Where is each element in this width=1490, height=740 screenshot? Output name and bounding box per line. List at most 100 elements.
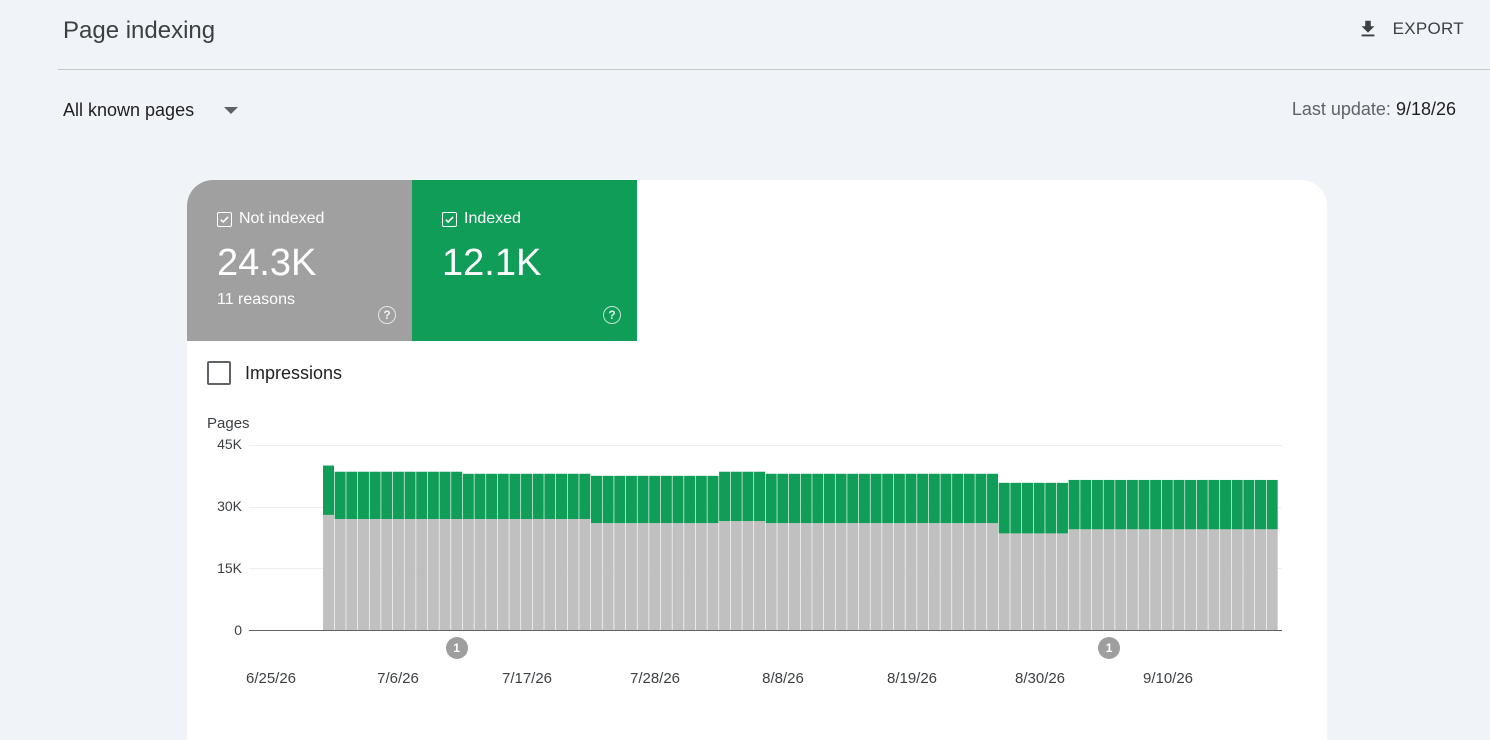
bar-indexed[interactable]	[1045, 482, 1057, 534]
bar-not-indexed[interactable]	[940, 523, 952, 630]
bar-not-indexed[interactable]	[1243, 529, 1255, 630]
bar-indexed[interactable]	[1161, 479, 1173, 530]
bar-indexed[interactable]	[952, 473, 964, 524]
bar-indexed[interactable]	[707, 475, 719, 524]
bar-indexed[interactable]	[649, 475, 661, 524]
bar-not-indexed[interactable]	[975, 523, 987, 630]
bar-not-indexed[interactable]	[917, 523, 929, 630]
help-icon[interactable]: ?	[378, 306, 396, 324]
bar-indexed[interactable]	[998, 482, 1010, 534]
bar-not-indexed[interactable]	[462, 519, 474, 630]
bar-indexed[interactable]	[1138, 479, 1150, 530]
bar-not-indexed[interactable]	[474, 519, 486, 630]
bar-indexed[interactable]	[474, 473, 486, 519]
bar-indexed[interactable]	[1126, 479, 1138, 530]
bar-not-indexed[interactable]	[416, 519, 428, 630]
bar-indexed[interactable]	[486, 473, 498, 519]
bar-not-indexed[interactable]	[439, 519, 451, 630]
bar-indexed[interactable]	[567, 473, 579, 519]
bar-indexed[interactable]	[357, 471, 369, 519]
bar-not-indexed[interactable]	[1022, 533, 1033, 630]
bar-not-indexed[interactable]	[602, 523, 614, 630]
bar-indexed[interactable]	[754, 471, 766, 522]
impressions-toggle[interactable]: Impressions	[207, 361, 342, 385]
bar-not-indexed[interactable]	[660, 523, 672, 630]
bar-indexed[interactable]	[870, 473, 882, 524]
bar-not-indexed[interactable]	[928, 523, 940, 630]
bar-indexed[interactable]	[893, 473, 905, 524]
bar-indexed[interactable]	[1115, 479, 1127, 530]
bar-indexed[interactable]	[451, 471, 463, 519]
bar-indexed[interactable]	[672, 475, 684, 524]
bar-not-indexed[interactable]	[765, 523, 777, 630]
bar-not-indexed[interactable]	[1045, 533, 1057, 630]
bar-indexed[interactable]	[777, 473, 789, 524]
bar-not-indexed[interactable]	[952, 523, 964, 630]
bar-indexed[interactable]	[660, 475, 672, 524]
bar-not-indexed[interactable]	[497, 519, 509, 630]
bar-indexed[interactable]	[1103, 479, 1115, 530]
bar-not-indexed[interactable]	[800, 523, 812, 630]
bar-indexed[interactable]	[1010, 482, 1022, 534]
bar-indexed[interactable]	[532, 473, 544, 519]
bar-indexed[interactable]	[695, 475, 707, 524]
bar-not-indexed[interactable]	[614, 523, 626, 630]
bar-indexed[interactable]	[882, 473, 894, 524]
bar-indexed[interactable]	[579, 473, 591, 519]
bar-not-indexed[interactable]	[1103, 529, 1115, 630]
bar-not-indexed[interactable]	[625, 523, 637, 630]
bar-not-indexed[interactable]	[1255, 529, 1266, 630]
bar-indexed[interactable]	[439, 471, 451, 519]
bar-indexed[interactable]	[614, 475, 626, 524]
bar-not-indexed[interactable]	[649, 523, 661, 630]
bar-indexed[interactable]	[1068, 479, 1080, 530]
bar-not-indexed[interactable]	[893, 523, 905, 630]
bar-not-indexed[interactable]	[1173, 529, 1185, 630]
bar-not-indexed[interactable]	[882, 523, 894, 630]
bar-indexed[interactable]	[509, 473, 521, 519]
bar-not-indexed[interactable]	[835, 523, 847, 630]
bar-not-indexed[interactable]	[1220, 529, 1232, 630]
bar-not-indexed[interactable]	[672, 523, 684, 630]
bar-indexed[interactable]	[684, 475, 696, 524]
tile-indexed[interactable]: Indexed 12.1K ?	[412, 180, 637, 341]
bar-indexed[interactable]	[1091, 479, 1103, 530]
bar-not-indexed[interactable]	[963, 523, 975, 630]
bar-not-indexed[interactable]	[1115, 529, 1127, 630]
bar-not-indexed[interactable]	[870, 523, 882, 630]
bar-indexed[interactable]	[940, 473, 952, 524]
bar-not-indexed[interactable]	[695, 523, 707, 630]
bar-not-indexed[interactable]	[521, 519, 533, 630]
pages-filter-dropdown[interactable]: All known pages	[63, 100, 239, 121]
bar-not-indexed[interactable]	[998, 533, 1010, 630]
bar-indexed[interactable]	[812, 473, 824, 524]
bar-not-indexed[interactable]	[369, 519, 381, 630]
bar-indexed[interactable]	[917, 473, 929, 524]
bar-indexed[interactable]	[637, 475, 649, 524]
bar-not-indexed[interactable]	[1266, 529, 1278, 630]
bar-indexed[interactable]	[1185, 479, 1197, 530]
bar-not-indexed[interactable]	[427, 519, 439, 630]
bar-not-indexed[interactable]	[509, 519, 521, 630]
bar-not-indexed[interactable]	[334, 519, 346, 630]
bar-not-indexed[interactable]	[707, 523, 719, 630]
bar-not-indexed[interactable]	[1208, 529, 1220, 630]
bar-indexed[interactable]	[1243, 479, 1255, 530]
bar-indexed[interactable]	[427, 471, 439, 519]
bar-indexed[interactable]	[1056, 482, 1068, 534]
bar-not-indexed[interactable]	[357, 519, 369, 630]
bar-indexed[interactable]	[905, 473, 917, 524]
bar-indexed[interactable]	[1220, 479, 1232, 530]
bar-indexed[interactable]	[602, 475, 614, 524]
bar-not-indexed[interactable]	[1126, 529, 1138, 630]
bar-not-indexed[interactable]	[1080, 529, 1092, 630]
bar-not-indexed[interactable]	[789, 523, 800, 630]
bar-not-indexed[interactable]	[579, 519, 591, 630]
bar-not-indexed[interactable]	[812, 523, 824, 630]
bar-not-indexed[interactable]	[847, 523, 859, 630]
bar-indexed[interactable]	[1022, 482, 1033, 534]
bar-not-indexed[interactable]	[1033, 533, 1045, 630]
bar-not-indexed[interactable]	[742, 521, 754, 630]
bar-indexed[interactable]	[963, 473, 975, 524]
bar-not-indexed[interactable]	[346, 519, 358, 630]
